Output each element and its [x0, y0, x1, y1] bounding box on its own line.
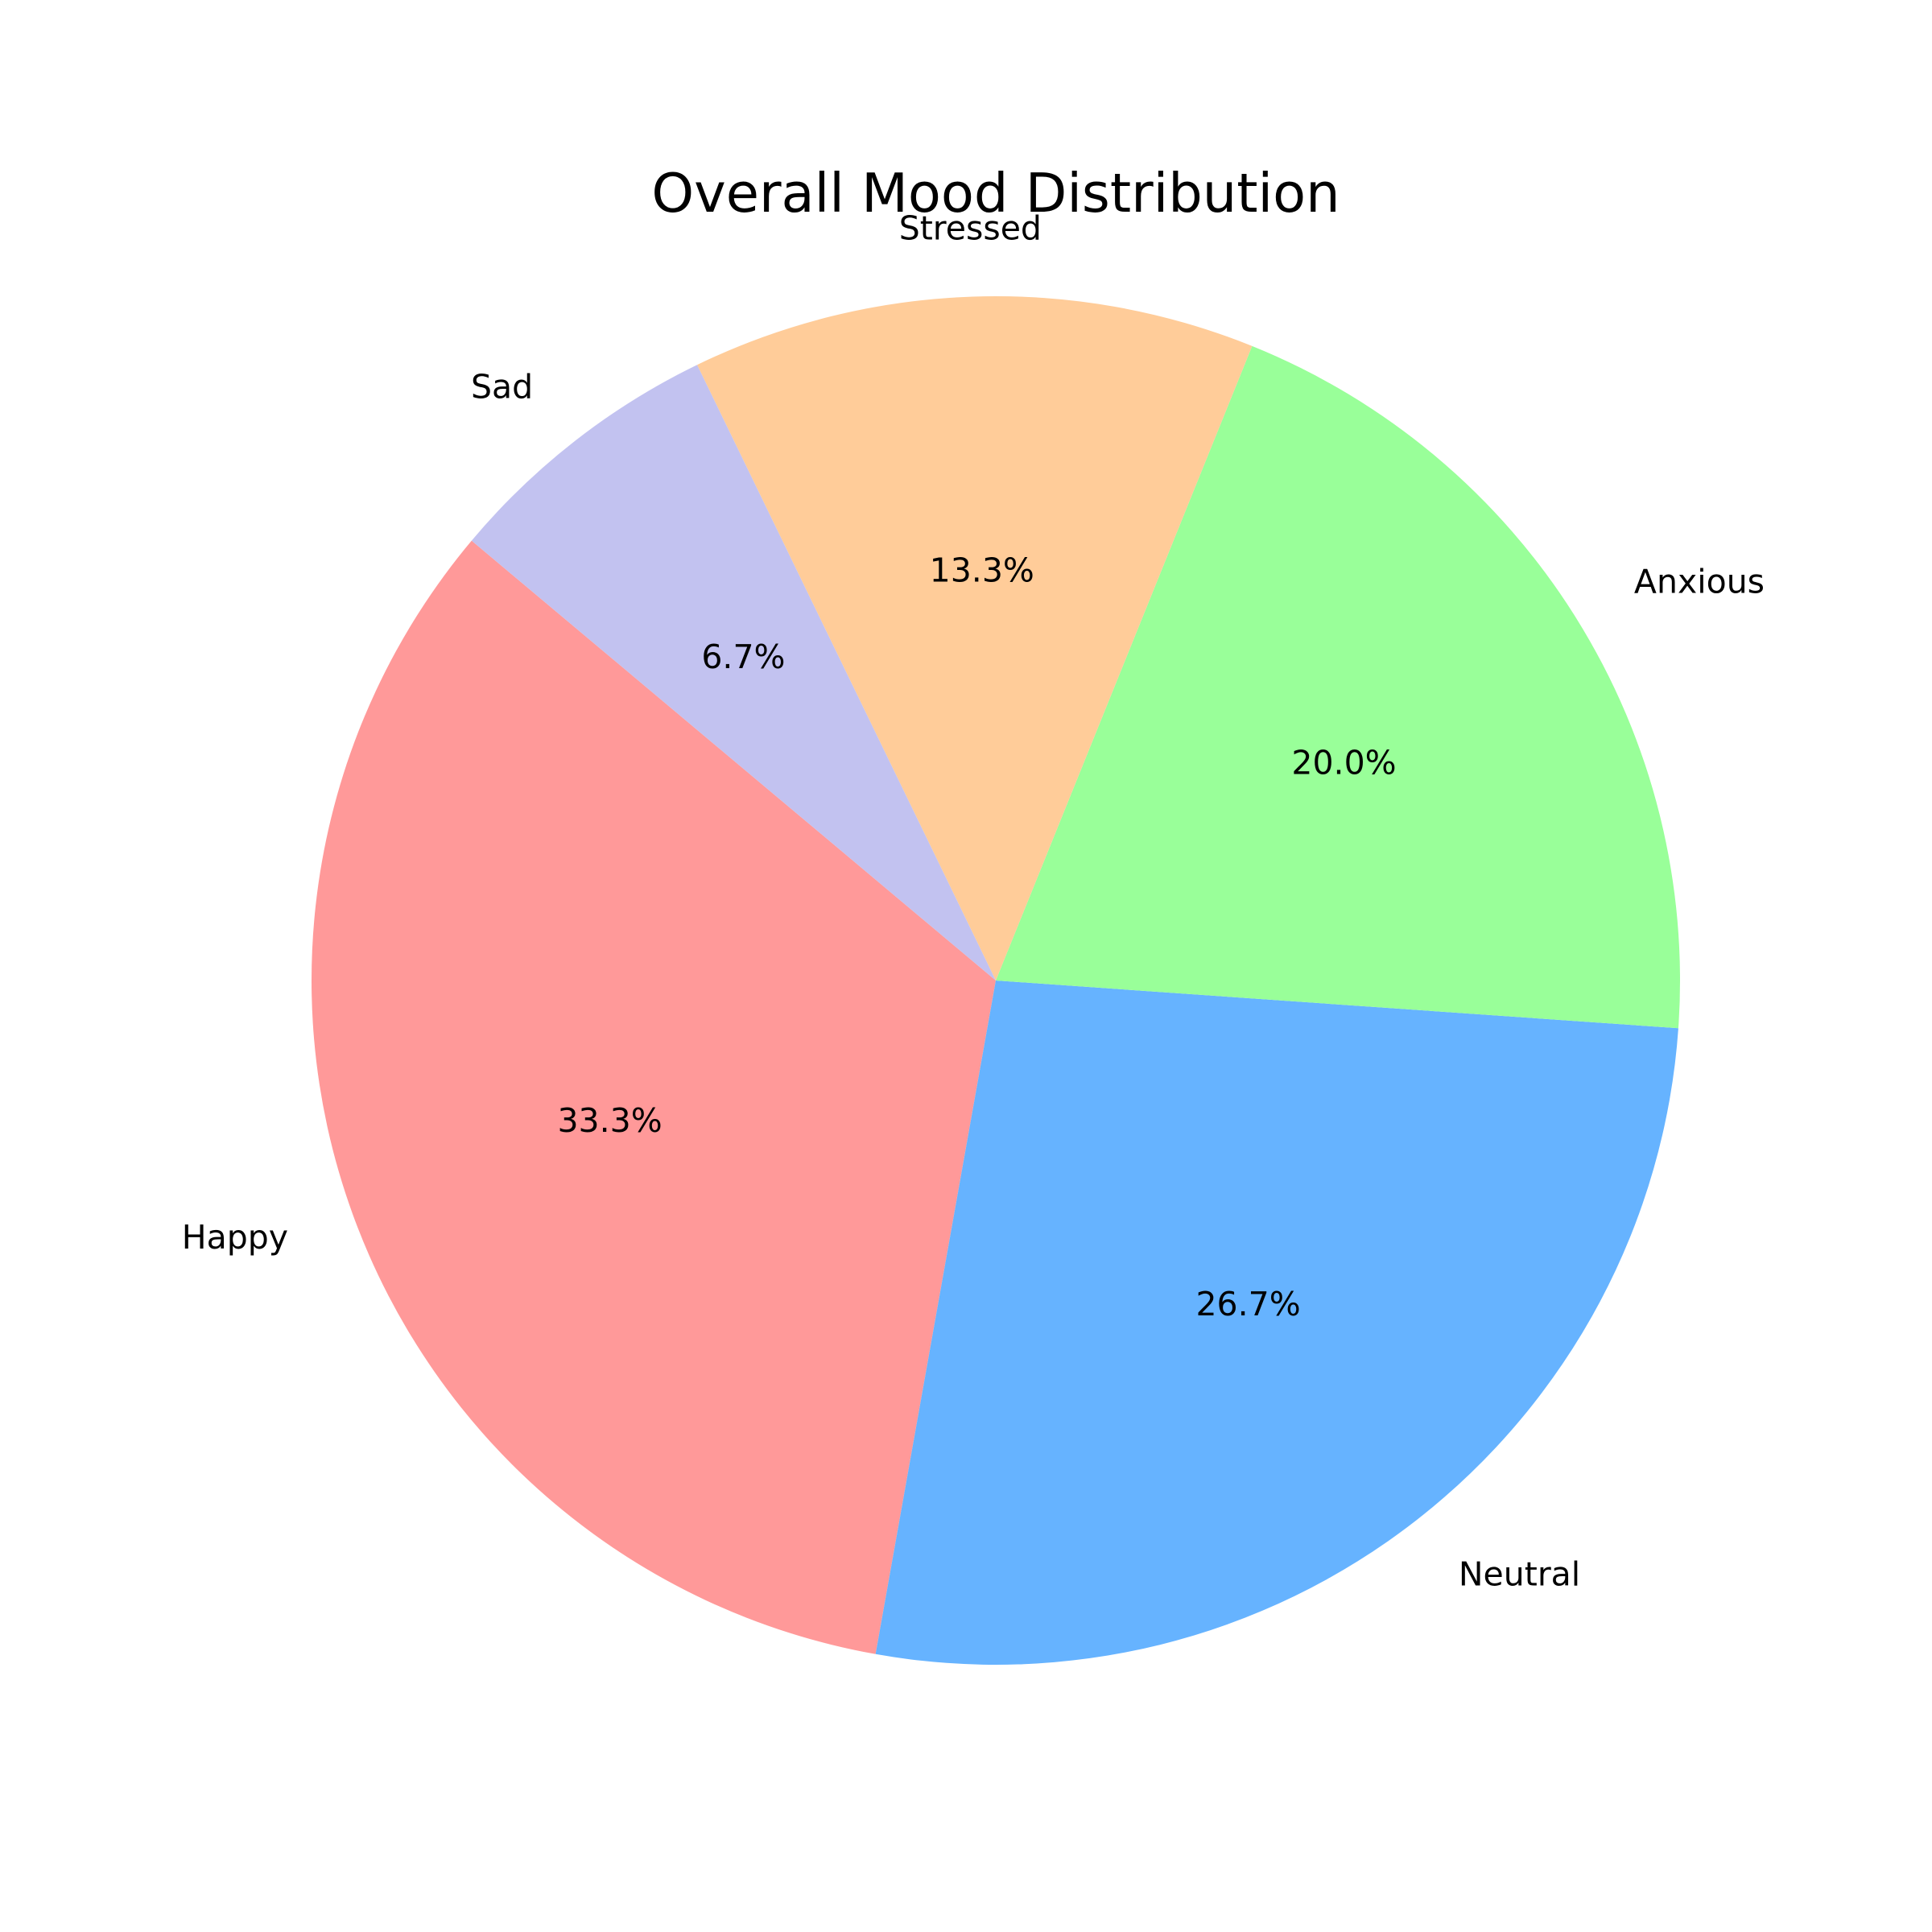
pct-label-neutral: 26.7% [1195, 1285, 1300, 1323]
pie-slice-anxious [996, 345, 1680, 1029]
slice-label-happy: Happy [182, 1218, 288, 1257]
slice-label-stressed: Stressed [899, 209, 1042, 248]
pie-slice-neutral [875, 980, 1678, 1665]
slice-label-anxious: Anxious [1634, 563, 1765, 601]
pie-slice-sad [471, 365, 996, 980]
chart-title: Overall Mood Distribution [651, 162, 1340, 225]
pct-label-happy: 33.3% [557, 1101, 662, 1140]
pct-label-anxious: 20.0% [1291, 744, 1396, 782]
pie-slice-stressed [696, 295, 1253, 980]
pct-label-stressed: 13.3% [930, 551, 1034, 589]
pct-label-sad: 6.7% [701, 638, 785, 676]
slice-label-sad: Sad [471, 368, 533, 407]
pie-slice-happy [311, 540, 996, 1654]
pie-labels: Happy 33.3% Neutral 26.7% Anxious 20.0% Stress… [182, 209, 1765, 1594]
pie-slices [311, 295, 1680, 1665]
slice-label-neutral: Neutral [1459, 1554, 1580, 1593]
